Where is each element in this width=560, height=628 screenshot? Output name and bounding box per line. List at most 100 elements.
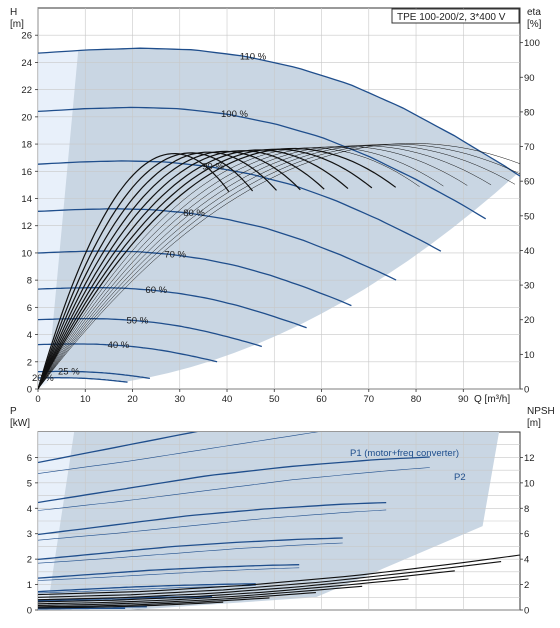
head-tick-label: 18	[21, 140, 32, 151]
eta-curve	[38, 146, 444, 389]
speed-curve	[38, 47, 520, 177]
eta-curve	[38, 150, 301, 389]
eta-tick-label: 0	[524, 385, 529, 396]
eta-tick-label: 30	[524, 281, 535, 292]
npsh-tick-label: 0	[524, 606, 529, 617]
power-tick-label: 4	[27, 504, 32, 515]
npsh-tick-label: 12	[524, 453, 535, 464]
npsh-curve	[38, 597, 270, 608]
eta-tick-label: 80	[524, 107, 535, 118]
head-tick-label: 24	[21, 58, 32, 69]
p1-curve	[38, 564, 300, 579]
flow-tick-label: 60	[316, 394, 327, 405]
head-axis-unit: [m]	[10, 19, 24, 30]
npsh-curve	[38, 585, 363, 605]
eta-tick-label: 100	[524, 38, 540, 49]
p1-curve	[38, 432, 198, 464]
top-grid	[37, 8, 520, 390]
p1-label: P1 (motor+freq converter)	[350, 448, 459, 459]
npsh-curve	[38, 578, 409, 603]
p2-curve	[38, 509, 387, 541]
power-axis-unit: [kW]	[10, 418, 30, 429]
speed-label: 25 %	[58, 366, 80, 377]
speed-label: 90 %	[202, 161, 224, 172]
operating-region-fill	[38, 48, 520, 383]
head-tick-label: 16	[21, 167, 32, 178]
eta-axis-name: eta	[527, 7, 541, 18]
eta-curve	[38, 146, 468, 389]
p1-curve	[38, 456, 430, 504]
flow-tick-label: 90	[458, 394, 469, 405]
speed-curve	[38, 208, 397, 281]
power-tick-label: 1	[27, 580, 32, 591]
p2-curve	[38, 542, 343, 564]
speed-label: 70 %	[164, 249, 186, 260]
p1-curve	[38, 501, 387, 536]
eta-curve	[38, 145, 492, 389]
flow-tick-label: 0	[35, 394, 40, 405]
eta-curve	[38, 152, 254, 389]
eta-curve	[38, 152, 230, 389]
p2-curve	[38, 432, 319, 474]
npsh-tick-label: 10	[524, 478, 535, 489]
speed-label: 110 %	[240, 51, 267, 62]
eta-tick-label: 20	[524, 315, 535, 326]
head-tick-label: 2	[27, 357, 32, 368]
npsh-curve	[38, 592, 316, 606]
head-tick-label: 10	[21, 248, 32, 259]
power-tick-label: 0	[27, 606, 32, 617]
head-tick-label: 22	[21, 85, 32, 96]
npsh-tick-label: 2	[524, 580, 529, 591]
flow-axis-ticks: 0 10 20 30 40 50 60 70 80 90	[35, 389, 469, 405]
head-tick-label: 4	[27, 330, 32, 341]
p2-curve	[38, 597, 213, 602]
eta-curve	[38, 151, 277, 389]
p2-curve	[38, 608, 126, 610]
npsh-axis-ticks: 0 2 4 6 8 10 12	[520, 453, 535, 617]
speed-label: 50 %	[127, 315, 149, 326]
speed-curve	[38, 377, 128, 383]
npsh-tick-label: 8	[524, 504, 529, 515]
eta-tick-label: 40	[524, 246, 535, 257]
p1-curve	[38, 583, 256, 593]
head-tick-label: 6	[27, 303, 32, 314]
flow-axis-label: Q [m³/h]	[474, 394, 510, 405]
flow-tick-label: 50	[269, 394, 280, 405]
p1-curve	[38, 537, 343, 561]
speed-curve	[38, 370, 151, 380]
speed-label: 40 %	[108, 340, 130, 351]
eta-axis-ticks: 0 10 20 30 40 50 60 70 80 90 100	[520, 38, 540, 396]
flow-tick-label: 70	[363, 394, 374, 405]
chart-title: TPE 100-200/2, 3*400 V	[397, 12, 506, 23]
head-tick-label: 20	[21, 112, 32, 123]
p2-label: P2	[454, 472, 466, 483]
speed-labels: 110 % 100 % 90 % 80 % 70 % 60 % 50 % 40 % 25 % 20…	[32, 51, 267, 384]
head-tick-label: 12	[21, 221, 32, 232]
p2-curve	[38, 567, 300, 581]
speed-label: 20 %	[32, 373, 54, 384]
eta-curve	[38, 147, 420, 389]
npsh-axis-unit: [m]	[527, 418, 541, 429]
npsh-axis-name: NPSH	[527, 406, 555, 417]
operating-region	[38, 48, 520, 389]
npsh-curve	[38, 601, 224, 609]
eta-curve	[38, 143, 520, 389]
power-axis-ticks: 0 1 2 3 4 5 6	[27, 453, 38, 617]
eta-tick-label: 10	[524, 350, 535, 361]
npsh-tick-label: 4	[524, 555, 529, 566]
power-tick-label: 2	[27, 555, 32, 566]
flow-tick-label: 20	[127, 394, 138, 405]
head-tick-label: 14	[21, 194, 32, 205]
eta-tick-label: 50	[524, 211, 535, 222]
speed-label: 60 %	[145, 285, 167, 296]
eta-curve	[38, 143, 520, 389]
eta-tick-label: 70	[524, 142, 535, 153]
flow-tick-label: 10	[80, 394, 91, 405]
flow-tick-label: 40	[222, 394, 233, 405]
eta-tick-label: 90	[524, 73, 535, 84]
efficiency-curves	[38, 143, 520, 389]
